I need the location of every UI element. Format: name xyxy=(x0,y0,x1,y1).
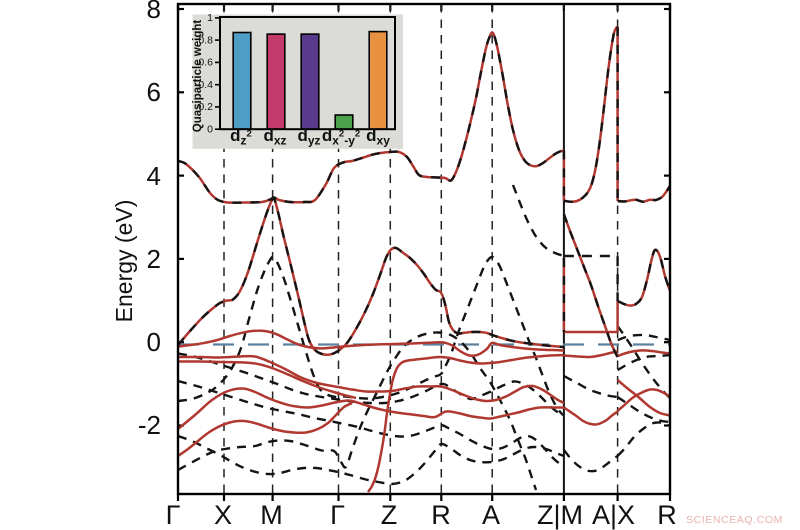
svg-text:Quasiparticle weight: Quasiparticle weight xyxy=(192,20,204,133)
svg-text:X: X xyxy=(214,500,232,530)
svg-text:Γ: Γ xyxy=(330,500,345,530)
svg-text:M: M xyxy=(260,500,283,530)
svg-text:0: 0 xyxy=(207,123,213,135)
svg-text:0.4: 0.4 xyxy=(198,79,213,91)
svg-text:R: R xyxy=(431,500,451,530)
svg-text:0.8: 0.8 xyxy=(198,34,213,46)
svg-text:0.2: 0.2 xyxy=(198,101,213,113)
svg-text:0.6: 0.6 xyxy=(198,57,213,69)
svg-text:A: A xyxy=(482,500,500,530)
svg-text:dz2: dz2 xyxy=(230,126,252,148)
svg-text:Z|M: Z|M xyxy=(537,500,583,530)
svg-text:SCIENCEAQ.COM: SCIENCEAQ.COM xyxy=(686,514,783,526)
svg-text:-2: -2 xyxy=(138,410,161,440)
svg-text:A|X: A|X xyxy=(592,500,635,530)
svg-text:4: 4 xyxy=(147,161,161,191)
svg-text:8: 8 xyxy=(147,0,161,24)
svg-text:6: 6 xyxy=(147,77,161,107)
svg-text:2: 2 xyxy=(147,244,161,274)
svg-text:1: 1 xyxy=(207,12,213,24)
svg-text:R: R xyxy=(657,500,677,530)
svg-text:Z: Z xyxy=(381,500,398,530)
svg-text:0: 0 xyxy=(147,327,161,357)
svg-text:Γ: Γ xyxy=(166,500,181,530)
svg-text:Energy (eV): Energy (eV) xyxy=(111,200,137,323)
